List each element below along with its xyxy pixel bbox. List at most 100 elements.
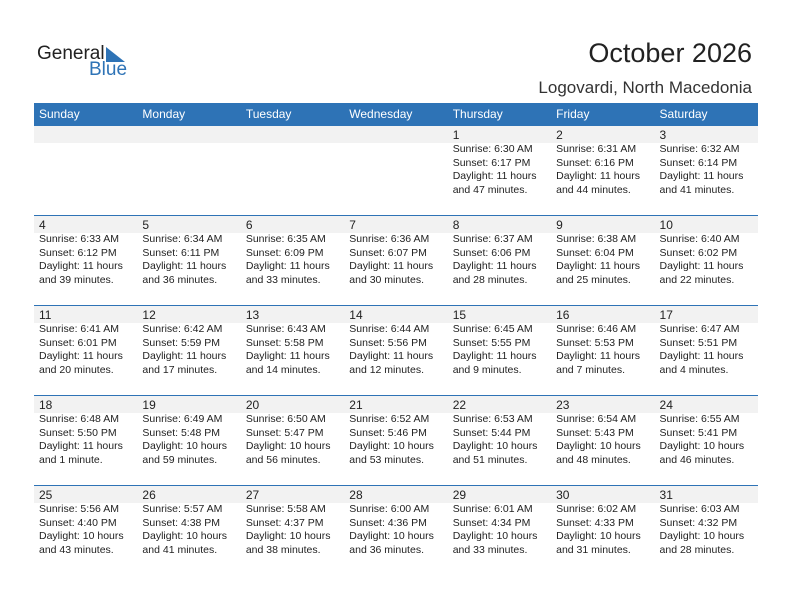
day-cell: 30 Sunrise: 6:02 AM Sunset: 4:33 PM Dayligh… <box>551 486 654 575</box>
day-number: 13 <box>245 308 260 322</box>
day-number: 9 <box>556 218 563 232</box>
day-number: 20 <box>245 398 260 412</box>
daylight-minutes-text: and 1 minute. <box>39 453 103 466</box>
daylight-minutes-text: and 43 minutes. <box>39 543 114 556</box>
day-cell: 12 Sunrise: 6:42 AM Sunset: 5:59 PM Dayligh… <box>137 306 240 395</box>
sunrise-text: Sunrise: 6:31 AM <box>556 143 637 155</box>
day-cell: 8 Sunrise: 6:37 AM Sunset: 6:06 PM Daylight… <box>448 216 551 305</box>
sunrise-text: Sunrise: 6:38 AM <box>556 233 637 245</box>
day-cell: 27 Sunrise: 5:58 AM Sunset: 4:37 PM Dayligh… <box>241 486 344 575</box>
day-number: 23 <box>556 398 570 412</box>
day-cell: 17 Sunrise: 6:47 AM Sunset: 5:51 PM Dayligh… <box>655 306 758 395</box>
sunset-text: Sunset: 4:40 PM <box>39 516 117 529</box>
sunrise-text: Sunrise: 6:45 AM <box>452 323 533 335</box>
day-cell: 19 Sunrise: 6:49 AM Sunset: 5:48 PM Dayligh… <box>137 396 240 485</box>
daylight-minutes-text: and 28 minutes. <box>659 543 735 556</box>
week-row: 11 Sunrise: 6:41 AM Sunset: 6:01 PM Dayligh… <box>34 305 758 395</box>
sunrise-text: Sunrise: 6:54 AM <box>556 413 637 425</box>
daylight-text: Daylight: 11 hours <box>556 170 640 182</box>
daylight-minutes-text: and 28 minutes. <box>452 273 528 286</box>
sunset-text: Sunset: 4:38 PM <box>142 516 221 529</box>
day-cell: 24 Sunrise: 6:55 AM Sunset: 5:41 PM Dayligh… <box>655 396 758 485</box>
day-cell: 16 Sunrise: 6:46 AM Sunset: 5:53 PM Dayligh… <box>551 306 654 395</box>
daylight-minutes-text: and 4 minutes. <box>659 363 729 376</box>
sunset-text: Sunset: 5:47 PM <box>245 426 324 439</box>
day-number: 21 <box>349 398 363 412</box>
daylight-minutes-text: and 47 minutes. <box>452 183 528 196</box>
day-cell: 25 Sunrise: 5:56 AM Sunset: 4:40 PM Dayligh… <box>34 486 137 575</box>
sunset-text: Sunset: 5:43 PM <box>556 426 634 439</box>
weekday-tuesday: Tuesday <box>245 107 292 121</box>
daylight-minutes-text: and 20 minutes. <box>39 363 114 376</box>
day-cell: 15 Sunrise: 6:45 AM Sunset: 5:55 PM Dayligh… <box>448 306 551 395</box>
daylight-text: Daylight: 11 hours <box>452 350 537 362</box>
daylight-minutes-text: and 56 minutes. <box>245 453 321 466</box>
day-number: 17 <box>659 308 673 322</box>
weekday-friday: Friday <box>556 107 590 121</box>
daylight-minutes-text: and 36 minutes. <box>349 543 424 556</box>
sunrise-text: Sunrise: 6:40 AM <box>659 233 740 245</box>
sunrise-text: Sunrise: 6:55 AM <box>659 413 740 425</box>
sunset-text: Sunset: 5:53 PM <box>556 336 634 349</box>
day-cell: 1 Sunrise: 6:30 AM Sunset: 6:17 PM Daylight… <box>448 126 551 215</box>
daylight-minutes-text: and 59 minutes. <box>142 453 218 466</box>
week-row: 25 Sunrise: 5:56 AM Sunset: 4:40 PM Dayligh… <box>34 485 758 575</box>
sunset-text: Sunset: 5:44 PM <box>452 426 531 439</box>
week-row: 18 Sunrise: 6:48 AM Sunset: 5:50 PM Dayligh… <box>34 395 758 485</box>
daylight-minutes-text: and 41 minutes. <box>142 543 218 556</box>
day-cell: 21 Sunrise: 6:52 AM Sunset: 5:46 PM Dayligh… <box>344 396 447 485</box>
sunset-text: Sunset: 5:58 PM <box>245 336 324 349</box>
sunset-text: Sunset: 6:14 PM <box>659 156 738 169</box>
daylight-text: Daylight: 11 hours <box>556 260 640 272</box>
daylight-minutes-text: and 7 minutes. <box>556 363 625 376</box>
sunset-text: Sunset: 5:41 PM <box>659 426 738 439</box>
day-cell: 14 Sunrise: 6:44 AM Sunset: 5:56 PM Dayligh… <box>344 306 447 395</box>
day-number: 10 <box>659 218 673 232</box>
weekday-sunday: Sunday <box>39 107 80 121</box>
sunrise-text: Sunrise: 5:57 AM <box>142 503 223 515</box>
day-number: 11 <box>39 308 52 322</box>
day-cell: 9 Sunrise: 6:38 AM Sunset: 6:04 PM Daylight… <box>551 216 654 305</box>
daylight-minutes-text: and 9 minutes. <box>452 363 522 376</box>
daylight-text: Daylight: 10 hours <box>452 440 538 452</box>
sunrise-text: Sunrise: 6:52 AM <box>349 413 430 425</box>
sunrise-text: Sunrise: 6:46 AM <box>556 323 637 335</box>
sunrise-text: Sunrise: 5:56 AM <box>39 503 119 515</box>
sunrise-text: Sunrise: 6:41 AM <box>39 323 119 335</box>
daylight-text: Daylight: 10 hours <box>142 440 228 452</box>
empty-cell <box>241 126 344 215</box>
sunrise-text: Sunrise: 6:43 AM <box>245 323 326 335</box>
sunset-text: Sunset: 5:50 PM <box>39 426 117 439</box>
daylight-minutes-text: and 44 minutes. <box>556 183 631 196</box>
daylight-minutes-text: and 39 minutes. <box>39 273 114 286</box>
day-number: 5 <box>142 218 150 232</box>
day-cell: 11 Sunrise: 6:41 AM Sunset: 6:01 PM Dayligh… <box>34 306 137 395</box>
daylight-text: Daylight: 11 hours <box>39 440 123 452</box>
sunset-text: Sunset: 4:33 PM <box>556 516 634 529</box>
sunset-text: Sunset: 4:36 PM <box>349 516 427 529</box>
day-number: 12 <box>142 308 156 322</box>
day-cell: 5 Sunrise: 6:34 AM Sunset: 6:11 PM Daylight… <box>137 216 240 305</box>
day-cell: 26 Sunrise: 5:57 AM Sunset: 4:38 PM Dayligh… <box>137 486 240 575</box>
daylight-text: Daylight: 11 hours <box>452 170 537 182</box>
location: Logovardi, North Macedonia <box>538 78 752 97</box>
sunrise-text: Sunrise: 6:30 AM <box>452 143 533 155</box>
day-number: 30 <box>556 488 570 502</box>
sunrise-text: Sunrise: 6:50 AM <box>245 413 326 425</box>
day-number: 4 <box>39 218 46 232</box>
daylight-text: Daylight: 11 hours <box>659 260 744 272</box>
logo-general: General <box>37 43 105 64</box>
day-cell: 28 Sunrise: 6:00 AM Sunset: 4:36 PM Dayligh… <box>344 486 447 575</box>
daylight-text: Daylight: 11 hours <box>142 350 227 362</box>
sunrise-text: Sunrise: 6:42 AM <box>142 323 223 335</box>
daylight-text: Daylight: 11 hours <box>659 350 744 362</box>
daylight-minutes-text: and 46 minutes. <box>659 453 735 466</box>
day-number: 2 <box>556 128 563 142</box>
sunset-text: Sunset: 5:51 PM <box>659 336 738 349</box>
daylight-text: Daylight: 10 hours <box>556 530 641 542</box>
daylight-minutes-text: and 25 minutes. <box>556 273 631 286</box>
daylight-text: Daylight: 10 hours <box>659 530 745 542</box>
day-number: 14 <box>349 308 363 322</box>
daylight-minutes-text: and 41 minutes. <box>659 183 735 196</box>
